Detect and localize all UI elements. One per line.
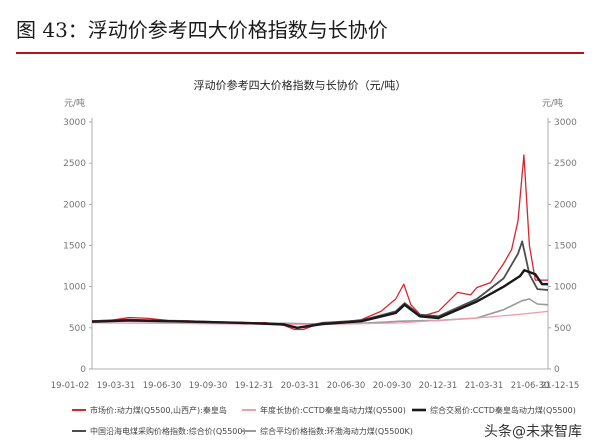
x-tick-label: 21-12-15 — [541, 381, 580, 391]
x-tick-label: 20-03-31 — [281, 381, 320, 391]
x-tick-label: 21-06-30 — [511, 381, 550, 391]
x-tick-label: 19-09-30 — [189, 381, 228, 391]
left-tick-label: 2000 — [63, 200, 86, 210]
series-line — [91, 240, 549, 329]
x-tick-label: 19-12-31 — [235, 381, 274, 391]
left-tick-label: 1500 — [63, 242, 86, 252]
series-line — [91, 310, 549, 326]
left-tick-label: 3000 — [63, 118, 86, 128]
x-tick-label: 20-12-31 — [419, 381, 458, 391]
title-underline — [16, 52, 584, 54]
x-tick-label: 19-01-02 — [51, 381, 90, 391]
x-tick-label: 21-03-31 — [465, 381, 504, 391]
right-tick-label: 1500 — [554, 242, 577, 252]
x-tick-label: 20-06-30 — [327, 381, 366, 391]
figure-header: 图 43：浮动价参考四大价格指数与长协价 — [16, 10, 584, 54]
x-tick-label: 19-06-30 — [143, 381, 182, 391]
right-axis-unit: 元/吨 — [542, 97, 563, 109]
left-tick-label: 1000 — [63, 283, 86, 293]
figure-title: 图 43：浮动价参考四大价格指数与长协价 — [16, 18, 388, 42]
x-tick-label: 20-09-30 — [373, 381, 412, 391]
legend-label: 市场价:动力煤(Q5500,山西产):秦皇岛 — [90, 405, 227, 415]
right-tick-label: 0 — [554, 365, 560, 375]
right-tick-label: 2000 — [554, 200, 577, 210]
x-tick-label: 19-03-31 — [97, 381, 136, 391]
left-tick-label: 2500 — [63, 159, 86, 169]
legend-label: 综合平均价格指数:环渤海动力煤(Q5500K) — [260, 426, 413, 436]
watermark: 头条@未来智库 — [480, 420, 586, 442]
series-line — [91, 154, 548, 331]
left-tick-label: 500 — [69, 324, 86, 334]
series-line — [91, 269, 548, 329]
right-tick-label: 1000 — [554, 283, 577, 293]
left-tick-label: 0 — [80, 365, 86, 375]
chart-title: 浮动价参考四大价格指数与长协价（元/吨） — [194, 78, 407, 92]
legend-label: 中国沿海电煤采购价格指数:综合价(Q5500) — [90, 426, 246, 436]
right-tick-label: 500 — [554, 324, 571, 334]
legend-label: 年度长协价:CCTD秦皇岛动力煤(Q5500) — [260, 405, 406, 415]
right-tick-label: 3000 — [554, 118, 577, 128]
right-tick-label: 2500 — [554, 159, 577, 169]
left-axis-unit: 元/吨 — [64, 97, 85, 109]
legend-label: 综合交易价:CCTD秦皇岛动力煤(Q5500) — [430, 405, 576, 415]
